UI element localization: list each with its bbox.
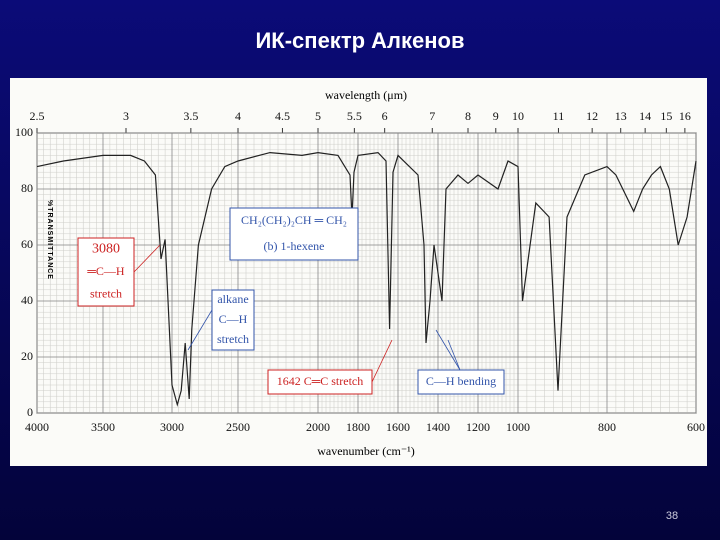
annotation-box <box>229 207 359 261</box>
page-number: 38 <box>666 510 678 522</box>
annotation-text: (b) 1-hexene <box>264 239 325 253</box>
annotation-text: stretch <box>217 332 249 346</box>
y-axis-label: %TRANSMITTANCE <box>46 200 53 280</box>
x2-tick-label: 12 <box>586 109 598 123</box>
y-tick-label: 40 <box>21 293 33 307</box>
x2-tick-label: 3.5 <box>183 109 198 123</box>
annotation-box <box>211 289 255 351</box>
annotation-text: 1642 C═C stretch <box>277 374 364 388</box>
x-tick-label: 1400 <box>426 420 450 434</box>
annotation-box <box>77 237 135 307</box>
annotation-box <box>417 369 505 395</box>
x2-tick-label: 3 <box>123 109 129 123</box>
x2-tick-label: 11 <box>553 109 565 123</box>
y-tick-label: 60 <box>21 237 33 251</box>
x-tick-label: 1000 <box>506 420 530 434</box>
annotation-pointer <box>435 329 461 371</box>
y-tick-label: 80 <box>21 181 33 195</box>
y-tick-label: 20 <box>21 349 33 363</box>
x2-tick-label: 8 <box>465 109 471 123</box>
y-tick-label: 0 <box>27 405 33 419</box>
x2-tick-label: 9 <box>493 109 499 123</box>
annotation-box <box>267 369 373 395</box>
x2-tick-label: 13 <box>615 109 627 123</box>
annotation-pointer <box>187 309 213 351</box>
annotation-pointer <box>133 244 161 273</box>
x-tick-label: 3500 <box>91 420 115 434</box>
annotation-text: stretch <box>90 286 122 300</box>
x2-tick-label: 5 <box>315 109 321 123</box>
x-tick-label: 1600 <box>386 420 410 434</box>
x-tick-label: 2500 <box>226 420 250 434</box>
annotation-text: alkane <box>217 292 248 306</box>
x-tick-label: 600 <box>687 420 705 434</box>
annotation-text: CH₂(CH₂)₂CH ═ CH₂ <box>241 213 347 227</box>
x-tick-label: 1200 <box>466 420 490 434</box>
spectrum-line <box>36 151 697 407</box>
x2-tick-label: 4.5 <box>275 109 290 123</box>
x-tick-label: 4000 <box>25 420 49 434</box>
plot: 4000 3500 3000 2500 2000 1800 1600 1400 1200 1000… <box>15 109 705 434</box>
x2-tick-label: 14 <box>639 109 651 123</box>
x-tick-label: 1800 <box>346 420 370 434</box>
x2-tick-label: 5.5 <box>347 109 362 123</box>
x2-axis-label: wavelength (μm) <box>325 88 407 102</box>
x-tick-label: 2000 <box>306 420 330 434</box>
x-axis-label: wavenumber (cm⁻¹) <box>317 444 415 458</box>
x2-tick-label: 2.5 <box>30 109 45 123</box>
annotation-text: ═C—H <box>86 264 125 278</box>
annotation-text: C—H bending <box>426 374 496 388</box>
annotation-pointer <box>447 339 461 371</box>
x2-tick-label: 4 <box>235 109 241 123</box>
x-tick-label: 3000 <box>160 420 184 434</box>
x2-tick-label: 7 <box>429 109 435 123</box>
slide-title: ИК-спектр Алкенов <box>255 28 464 53</box>
x2-tick-label: 16 <box>679 109 691 123</box>
annotation-text: 3080 <box>92 242 120 257</box>
annotation-text: C—H <box>219 312 248 326</box>
x-tick-label: 800 <box>598 420 616 434</box>
x2-tick-label: 10 <box>512 109 524 123</box>
y-tick-label: 100 <box>15 125 33 139</box>
x2-tick-label: 15 <box>660 109 672 123</box>
x2-tick-label: 6 <box>382 109 388 123</box>
annotation-pointer <box>371 339 393 383</box>
